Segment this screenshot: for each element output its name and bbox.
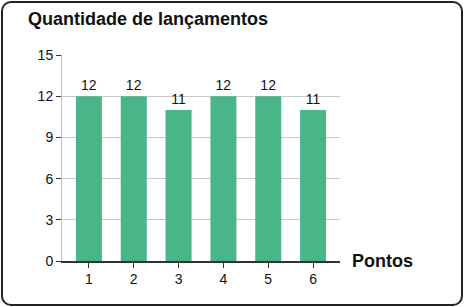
- svg-text:6: 6: [309, 271, 317, 287]
- svg-text:5: 5: [264, 271, 272, 287]
- svg-text:11: 11: [171, 91, 186, 107]
- svg-text:12: 12: [126, 77, 142, 93]
- svg-text:1: 1: [85, 271, 93, 287]
- svg-text:11: 11: [306, 91, 321, 107]
- svg-text:Pontos: Pontos: [352, 251, 413, 271]
- svg-text:2: 2: [130, 271, 138, 287]
- svg-text:12: 12: [81, 77, 97, 93]
- svg-text:12: 12: [38, 88, 54, 104]
- svg-text:6: 6: [45, 171, 53, 187]
- svg-text:3: 3: [45, 212, 53, 228]
- svg-text:4: 4: [220, 271, 228, 287]
- svg-text:Quantidade de lançamentos: Quantidade de lançamentos: [28, 9, 268, 29]
- svg-text:0: 0: [45, 253, 53, 269]
- svg-text:15: 15: [38, 47, 54, 63]
- svg-text:9: 9: [45, 129, 53, 145]
- svg-text:12: 12: [216, 77, 232, 93]
- svg-text:12: 12: [260, 77, 276, 93]
- svg-text:3: 3: [175, 271, 183, 287]
